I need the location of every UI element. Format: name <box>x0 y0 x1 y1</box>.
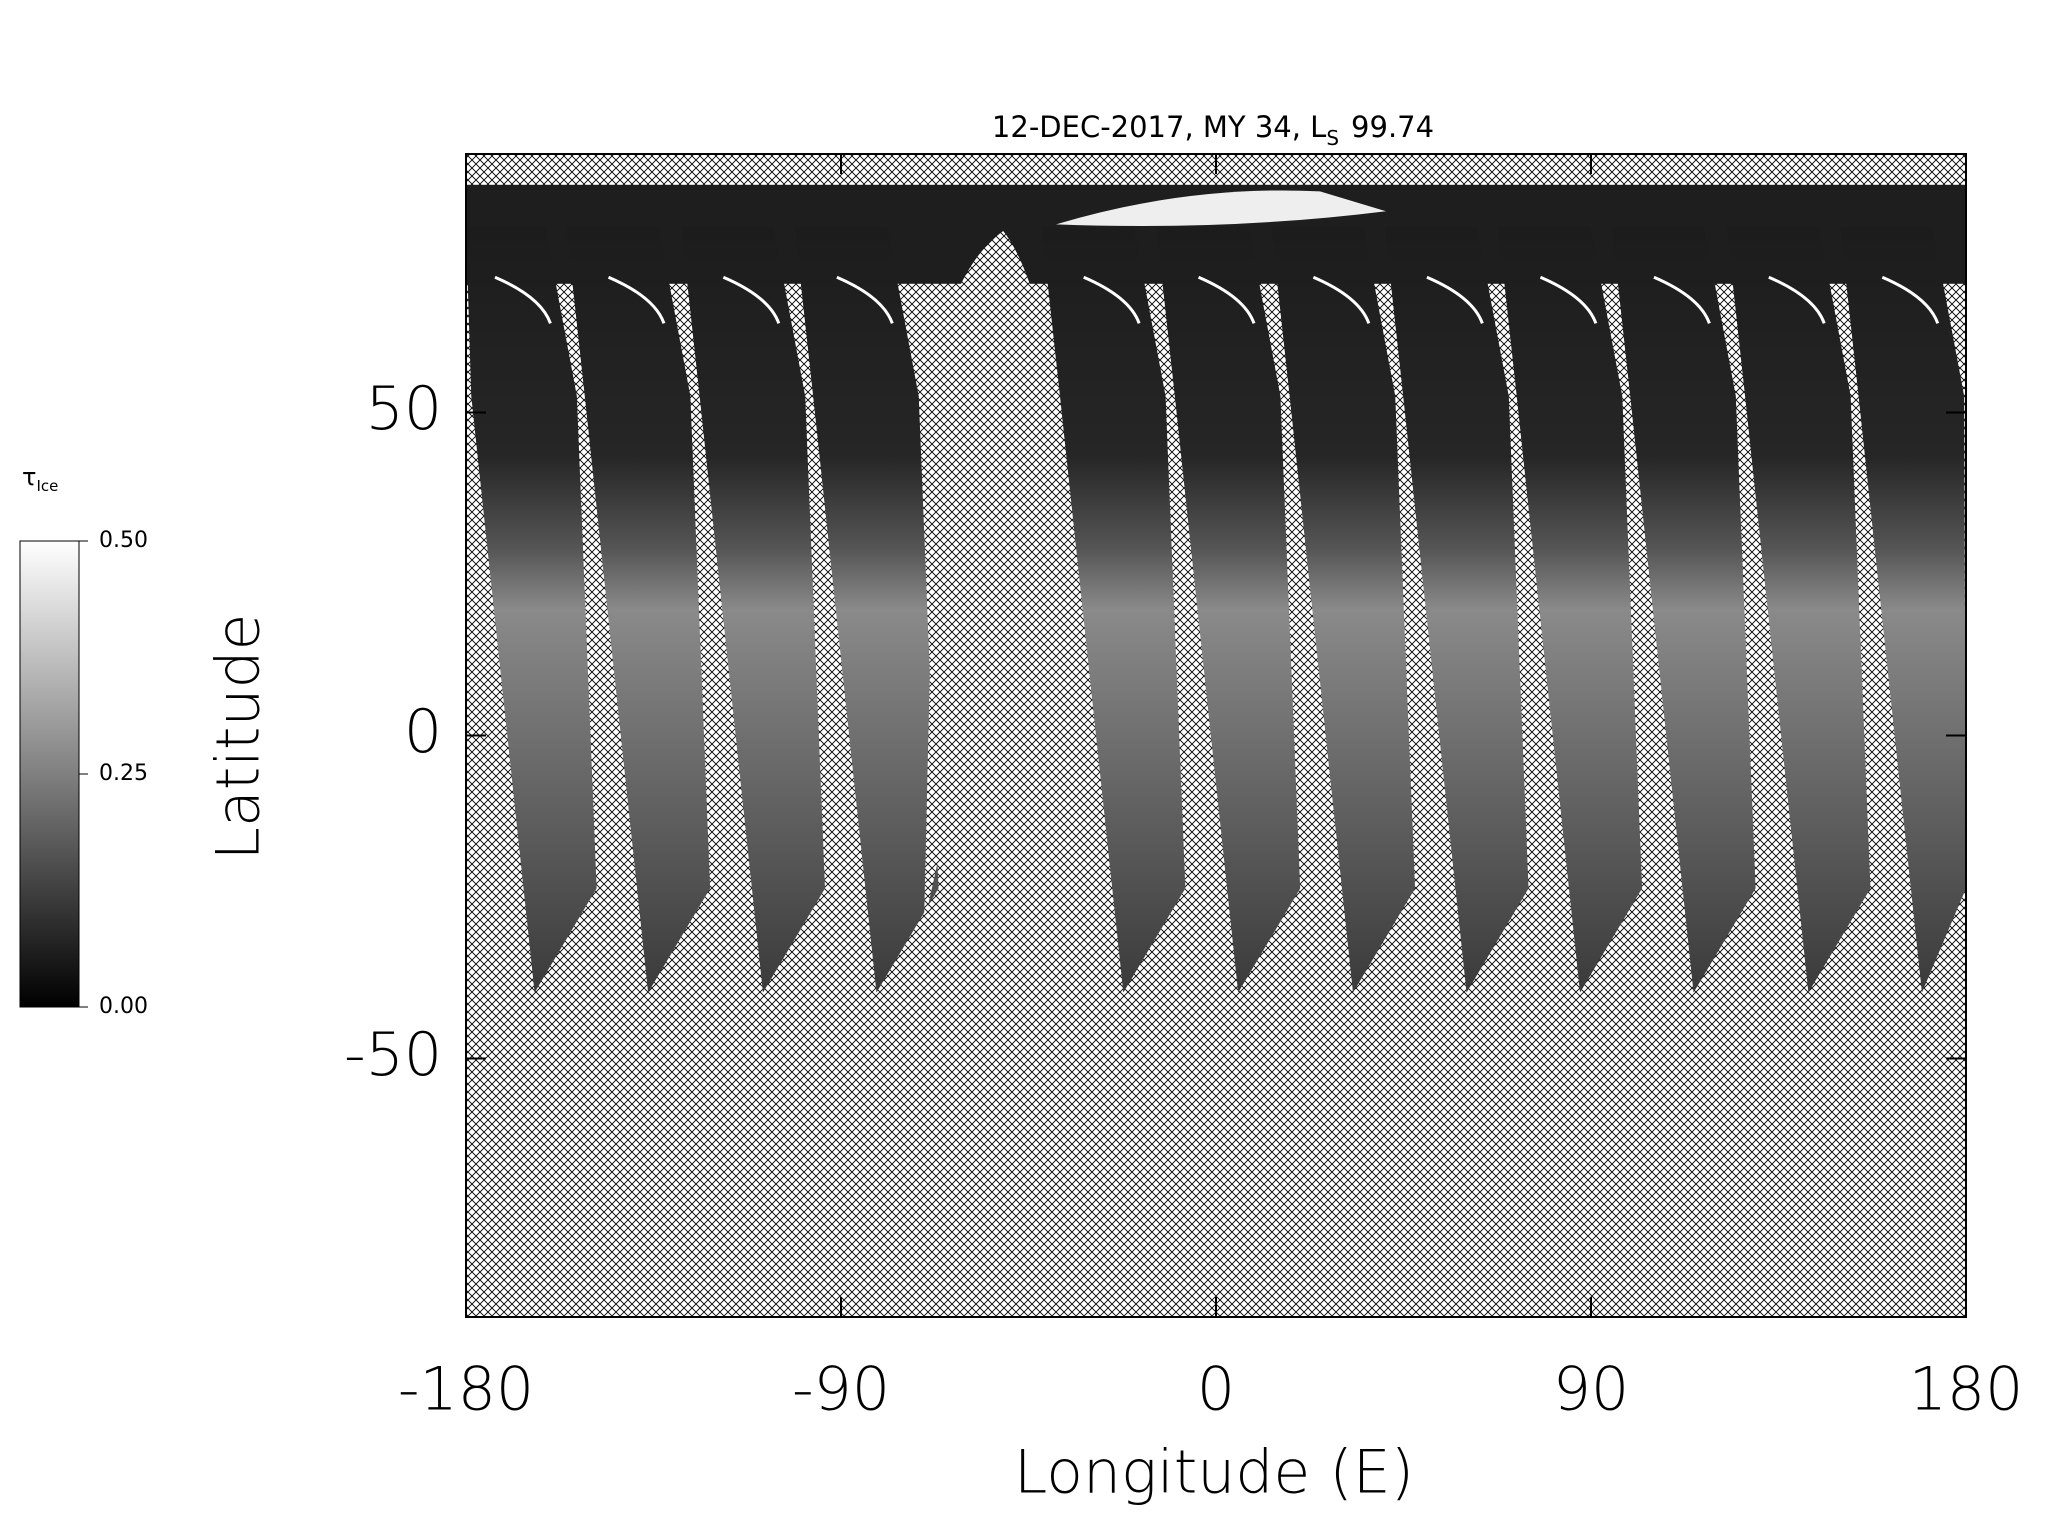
x-axis-label: Longitude (E) <box>1014 1438 1414 1508</box>
swath <box>466 227 597 993</box>
polar-cap <box>1056 190 1386 227</box>
orbit-glint <box>836 275 894 324</box>
title-main: 12-DEC-2017, MY 34, L <box>992 110 1326 144</box>
chart-title: 12-DEC-2017, MY 34, LS 99.74 <box>992 110 1434 150</box>
orbit-glint <box>1768 275 1826 324</box>
orbit-glint <box>1539 275 1598 324</box>
y-tick-label: -50 <box>344 1020 442 1090</box>
colorbar-sub: Ice <box>36 477 58 495</box>
colorbar-tick-label: 0.50 <box>99 528 148 553</box>
colorbar-symbol: τ <box>22 463 36 491</box>
x-tick-label: 180 <box>1909 1355 2024 1425</box>
x-tick-label: -90 <box>792 1355 890 1425</box>
swath <box>1384 227 1529 993</box>
x-tick-label: -180 <box>398 1355 534 1425</box>
orbit-glint <box>1653 275 1711 324</box>
swath <box>1611 227 1756 993</box>
orbit-glint <box>1083 275 1141 324</box>
colorbar-tick-label: 0.00 <box>99 994 148 1019</box>
swath <box>1156 227 1301 993</box>
x-tick-label: 90 <box>1553 1355 1629 1425</box>
y-tick-label: 50 <box>366 374 442 444</box>
y-tick-label: 0 <box>404 697 442 767</box>
orbit-glint <box>722 275 781 324</box>
swath <box>1840 227 1966 993</box>
swath <box>1726 227 1871 993</box>
title-sub: S <box>1326 126 1339 150</box>
orbit-glint <box>494 275 552 324</box>
swath <box>1041 227 1186 993</box>
orbit-glint <box>1197 275 1256 324</box>
swath <box>681 227 825 993</box>
colorbar <box>19 540 80 1008</box>
x-tick-label: 0 <box>1197 1355 1235 1425</box>
title-end: 99.74 <box>1351 110 1434 144</box>
colorbar-label: τIce <box>22 463 58 495</box>
swath <box>566 227 711 993</box>
orbit-glint <box>607 275 666 324</box>
orbit-glint <box>1426 275 1484 324</box>
y-axis-label: Latitude <box>204 614 274 861</box>
swath <box>794 227 939 993</box>
swath <box>1271 227 1416 993</box>
orbit-glint <box>1312 275 1371 324</box>
plot-area <box>465 153 1967 1318</box>
orbit-glint <box>1881 275 1940 324</box>
dark-gap <box>924 231 1050 924</box>
colorbar-tick-label: 0.25 <box>99 761 148 786</box>
swath <box>1498 227 1643 993</box>
